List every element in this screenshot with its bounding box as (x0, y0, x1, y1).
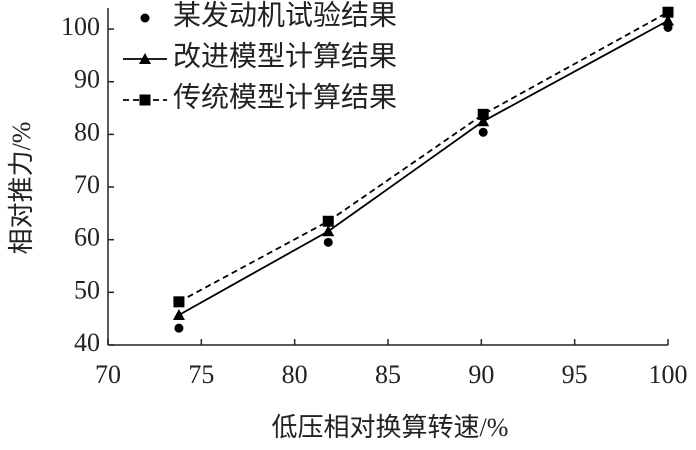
marker (477, 108, 489, 120)
marker (322, 225, 335, 237)
marker (174, 323, 184, 333)
marker (140, 13, 150, 23)
y-tick-label: 90 (74, 65, 100, 94)
marker (322, 215, 334, 227)
y-tick-label: 50 (74, 275, 100, 304)
legend-label: 传统模型计算结果 (173, 81, 397, 113)
x-tick-label: 80 (282, 360, 308, 389)
y-axis-label: 相对推力/% (7, 122, 36, 255)
marker (478, 127, 488, 137)
marker (477, 115, 490, 127)
x-tick-label: 70 (95, 360, 121, 389)
marker (173, 296, 185, 308)
legend-label: 某发动机试验结果 (173, 0, 397, 31)
x-tick-label: 90 (468, 360, 494, 389)
x-tick-label: 100 (649, 360, 688, 389)
marker (172, 308, 185, 320)
x-tick-label: 85 (375, 360, 401, 389)
y-tick-label: 40 (74, 328, 100, 357)
marker (662, 14, 674, 26)
marker (323, 237, 333, 247)
x-tick-label: 95 (562, 360, 588, 389)
series-line (178, 19, 669, 316)
series-line (178, 11, 669, 303)
marker (139, 94, 151, 106)
x-axis-label: 低压相对换算转速/% (272, 413, 509, 442)
y-tick-label: 70 (74, 170, 100, 199)
y-tick-label: 80 (74, 117, 100, 146)
y-tick-label: 100 (61, 12, 100, 41)
legend-label: 改进模型计算结果 (173, 40, 397, 72)
marker (139, 53, 151, 64)
x-tick-label: 75 (188, 360, 214, 389)
marker (662, 6, 674, 18)
y-tick-label: 60 (74, 223, 100, 252)
